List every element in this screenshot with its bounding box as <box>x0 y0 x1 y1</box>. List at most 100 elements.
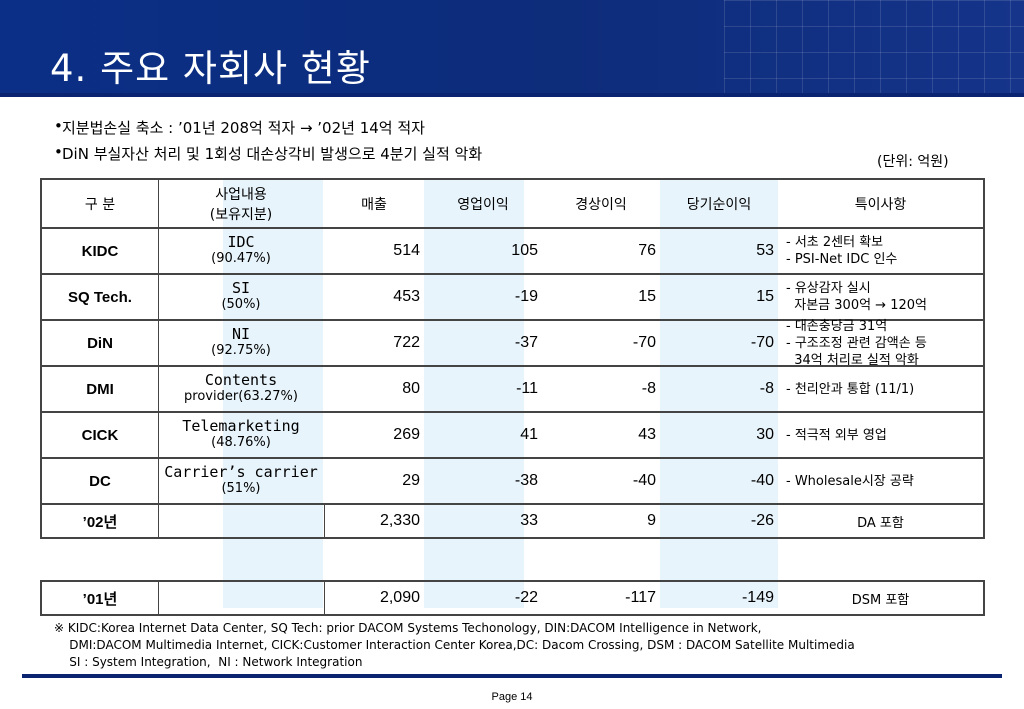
total-notes: DA 포함 <box>857 515 904 531</box>
note-line: - Wholesale시장 공략 <box>786 473 914 489</box>
notes-cell: - Wholesale시장 공략 <box>778 459 983 503</box>
unit-label: (단위: 억원) <box>877 154 949 170</box>
total-notes: DSM 포함 <box>851 592 910 608</box>
table-row: DMI Contents provider(63.27%) 80 -11 -8 -8- 천리… <box>40 365 985 413</box>
op-profit-value: 105 <box>511 242 538 259</box>
total-row: ’01년 2,090 -22 -117 -149 DSM 포함 <box>40 580 985 616</box>
column-tint <box>424 178 524 608</box>
note-line: - 구조조정 관련 감액손 등 <box>786 335 927 351</box>
header-op-profit: 영업이익 <box>457 196 509 213</box>
footer-rule <box>22 674 1002 678</box>
bullet-2-text: DiN 부실자산 처리 및 1회성 대손상각비 발생으로 4분기 실적 악화 <box>62 145 483 163</box>
total-ord-profit: -117 <box>625 589 656 606</box>
business-type: NI <box>231 325 251 343</box>
column-tint <box>660 178 778 608</box>
table-row: KIDC IDC (90.47%) 514 105 76 53- 서초 2센터 확보 - PS… <box>40 227 985 275</box>
bullet-dot: • <box>54 143 63 161</box>
note-line: - PSI-Net IDC 인수 <box>786 252 898 267</box>
total-op-profit: -22 <box>514 589 538 606</box>
total-ord-profit: 9 <box>647 512 656 529</box>
note-line: - 서초 2센터 확보 <box>786 235 884 250</box>
net-profit-value: 30 <box>756 426 774 443</box>
header-biz-line1: 사업내용 <box>215 186 267 203</box>
op-profit-value: -11 <box>516 380 538 397</box>
note-line: - 유상감자 실시 <box>786 281 871 296</box>
business-cell: SI (50%) <box>158 275 324 319</box>
empty-cell <box>158 582 325 614</box>
header-notes: 특이사항 <box>854 196 907 213</box>
op-profit-value: -19 <box>514 288 538 305</box>
notes-cell: - 서초 2센터 확보 - PSI-Net IDC 인수 <box>778 229 983 273</box>
net-profit-value: -40 <box>750 472 774 489</box>
bullet-1-text: 지분법손실 축소 : ’01년 208억 적자 → ’02년 14억 적자 <box>62 119 425 137</box>
business-type: Telemarketing <box>182 417 300 435</box>
ord-profit-value: -70 <box>632 334 656 351</box>
op-profit-value: -37 <box>514 334 538 351</box>
business-type: Carrier’s carrier <box>164 463 318 481</box>
ord-profit-value: 76 <box>638 242 656 259</box>
sales-value: 269 <box>393 426 420 443</box>
business-type: IDC <box>227 233 255 251</box>
total-sales: 2,090 <box>379 589 420 606</box>
ord-profit-value: -40 <box>632 472 656 489</box>
op-profit-value: 41 <box>520 426 538 443</box>
note-line: 자본금 300억 → 120억 <box>786 298 927 313</box>
note-line: - 대손충당금 31억 <box>786 318 888 334</box>
footnote-line: SI : System Integration, NI : Network In… <box>54 655 363 669</box>
business-cell: Carrier’s carrier (51%) <box>158 459 324 503</box>
business-cell: IDC (90.47%) <box>158 229 324 273</box>
ownership-share: (90.47%) <box>211 251 271 266</box>
slide-title: 4. 주요 자회사 현황 <box>50 47 371 90</box>
total-op-profit: 33 <box>520 512 538 529</box>
header-name: 구 분 <box>42 180 159 227</box>
business-cell: NI (92.75%) <box>158 321 324 365</box>
company-name: DiN <box>42 321 159 365</box>
footnote-line: DMI:DACOM Multimedia Internet, CICK:Cust… <box>54 638 855 652</box>
notes-cell: - 유상감자 실시 자본금 300억 → 120억 <box>778 275 983 319</box>
note-line: - 천리안과 통합 (11/1) <box>786 381 915 397</box>
note-line: - 적극적 외부 영업 <box>786 427 887 443</box>
ord-profit-value: 43 <box>638 426 656 443</box>
company-name: CICK <box>42 413 159 457</box>
ownership-share: (50%) <box>221 297 261 312</box>
footnote-line: ※ KIDC:Korea Internet Data Center, SQ Te… <box>54 621 762 635</box>
op-profit-value: -38 <box>514 472 538 489</box>
net-profit-value: -8 <box>759 380 774 397</box>
table-header-row: 구 분 사업내용 (보유지분) 매출 영업이익 경상이익 당기순이익 특이사항 <box>40 178 985 229</box>
net-profit-value: 53 <box>756 242 774 259</box>
total-net-profit: -149 <box>741 589 774 606</box>
table-row: DC Carrier’s carrier (51%) 29 -38 -40 -40- Who… <box>40 457 985 505</box>
total-label: ’02년 <box>42 505 159 537</box>
sales-value: 722 <box>393 334 420 351</box>
bullet-1: • 지분법손실 축소 : ’01년 208억 적자 → ’02년 14억 적자 <box>54 117 425 138</box>
net-profit-value: -70 <box>750 334 774 351</box>
ownership-share: (51%) <box>221 481 261 496</box>
company-name: DC <box>42 459 159 503</box>
header-biz: 사업내용 (보유지분) <box>158 180 324 227</box>
page-number: Page 14 <box>491 691 533 703</box>
title-underline <box>0 93 1024 97</box>
column-tint <box>223 178 323 608</box>
total-net-profit: -26 <box>750 512 774 529</box>
sales-value: 80 <box>402 380 420 397</box>
table-row: SQ Tech. SI (50%) 453 -19 15 15- 유상감자 실시 자본금 3… <box>40 273 985 321</box>
business-cell: Telemarketing (48.76%) <box>158 413 324 457</box>
table-row: DiN NI (92.75%) 722 -37 -70 -70 - 대손충당금 31억 - 구조… <box>40 318 985 368</box>
bullet-dot: • <box>54 117 63 135</box>
company-name: KIDC <box>42 229 159 273</box>
net-profit-value: 15 <box>756 288 774 305</box>
table-row: CICK Telemarketing (48.76%) 269 41 43 30 - 적극적 … <box>40 411 985 459</box>
header-ord-profit: 경상이익 <box>575 196 627 213</box>
grid-decoration <box>724 0 1024 93</box>
sales-value: 29 <box>402 472 420 489</box>
sales-value: 453 <box>393 288 420 305</box>
business-cell: Contents provider(63.27%) <box>158 367 324 411</box>
notes-cell: - 적극적 외부 영업 <box>778 413 983 457</box>
business-type: Contents <box>204 371 278 389</box>
ord-profit-value: -8 <box>641 380 656 397</box>
note-line: 34억 처리로 실적 악화 <box>786 352 919 368</box>
header-sales: 매출 <box>361 196 387 213</box>
total-row: ’02년 2,330 33 9 -26 DA 포함 <box>40 503 985 539</box>
bullet-2: • DiN 부실자산 처리 및 1회성 대손상각비 발생으로 4분기 실적 악화 <box>54 143 483 164</box>
header-net-profit: 당기순이익 <box>686 196 752 213</box>
